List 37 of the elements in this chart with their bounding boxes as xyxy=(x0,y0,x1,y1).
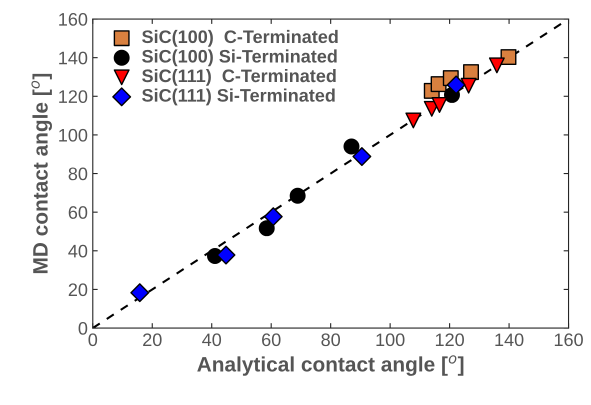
y-tick-label: 120 xyxy=(59,90,88,104)
point xyxy=(344,138,360,154)
x-tick-label: 140 xyxy=(495,333,524,346)
legend-label: SiC(100) C-Terminated xyxy=(142,30,338,47)
point xyxy=(290,188,306,204)
legend-label: SiC(100) Si-Terminated xyxy=(142,49,337,66)
x-tick-label: 160 xyxy=(554,333,583,346)
legend-label: SiC(111) Si-Terminated xyxy=(142,88,335,106)
x-tick-label: 80 xyxy=(321,333,340,346)
y-tick-label: 100 xyxy=(59,128,88,142)
x-tick-label: 20 xyxy=(143,333,162,346)
x-tick-label: 40 xyxy=(202,333,222,346)
y-tick-label: 40 xyxy=(68,244,88,258)
x-tick-label: 60 xyxy=(262,333,281,346)
point xyxy=(446,75,466,94)
point xyxy=(405,112,422,128)
point xyxy=(352,147,372,166)
y-tick-label: 60 xyxy=(68,206,88,219)
x-tick-label: 100 xyxy=(376,333,404,346)
x-tick-label: 120 xyxy=(436,333,464,346)
point xyxy=(216,246,236,265)
x-axis-title: Analytical contact angle [$^{o}$] xyxy=(197,355,464,376)
y-tick-label: 160 xyxy=(59,12,88,26)
y-tick-label: 80 xyxy=(68,167,88,180)
x-tick-label: 0 xyxy=(88,333,98,346)
point xyxy=(264,207,283,226)
y-tick-label: 20 xyxy=(68,283,88,296)
y-axis-title: MD contact angle [$^{o}$] xyxy=(31,74,52,274)
point xyxy=(130,283,150,302)
point xyxy=(432,97,448,113)
legend-label: SiC(111) C-Terminated xyxy=(142,68,336,86)
point xyxy=(500,49,516,66)
point xyxy=(258,220,275,236)
y-tick-label: 0 xyxy=(78,322,88,335)
y-tick-label: 140 xyxy=(59,52,88,64)
point xyxy=(488,57,505,74)
point xyxy=(460,78,477,94)
